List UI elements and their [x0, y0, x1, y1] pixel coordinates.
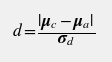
Text: $\mathbf{\mathit{d}} = \dfrac{|\boldsymbol{\mu}_c - \boldsymbol{\mu}_a|}{\boldsy: $\mathbf{\mathit{d}} = \dfrac{|\boldsymb…: [12, 12, 95, 48]
